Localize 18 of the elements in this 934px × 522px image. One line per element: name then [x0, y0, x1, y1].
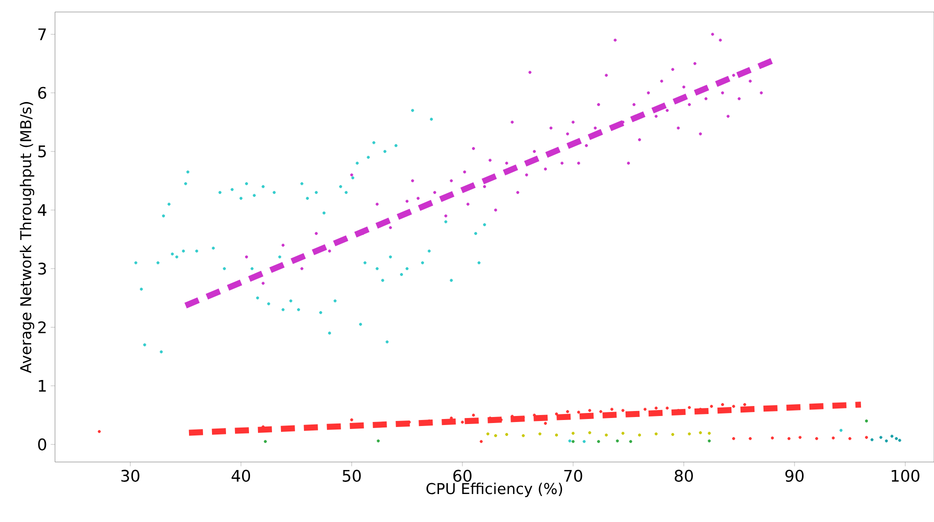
x-tick-label: 70 — [564, 470, 582, 482]
x-tick-label: 80 — [674, 470, 693, 482]
x-tick-label: 90 — [785, 470, 804, 482]
y-tick-label: 4 — [38, 204, 46, 216]
y-tick-label: 2 — [38, 321, 46, 334]
x-tick-label: 40 — [232, 470, 250, 482]
y-tick-label: 3 — [38, 262, 46, 275]
y-axis-title: Average Network Throughput (MB/s) — [20, 102, 34, 374]
x-axis-title: CPU Efficiency (%) — [426, 482, 562, 498]
x-tick-label: 50 — [342, 470, 361, 482]
x-tick-label: 60 — [453, 470, 472, 482]
y-tick-label: 5 — [38, 146, 46, 158]
x-tick-label: 30 — [121, 470, 140, 482]
y-tick-label: 7 — [38, 28, 46, 40]
y-tick-label: 1 — [38, 380, 46, 392]
y-tick-label: 6 — [38, 86, 46, 99]
y-tick-label: 0 — [38, 438, 46, 450]
x-tick-label: 100 — [892, 470, 920, 482]
